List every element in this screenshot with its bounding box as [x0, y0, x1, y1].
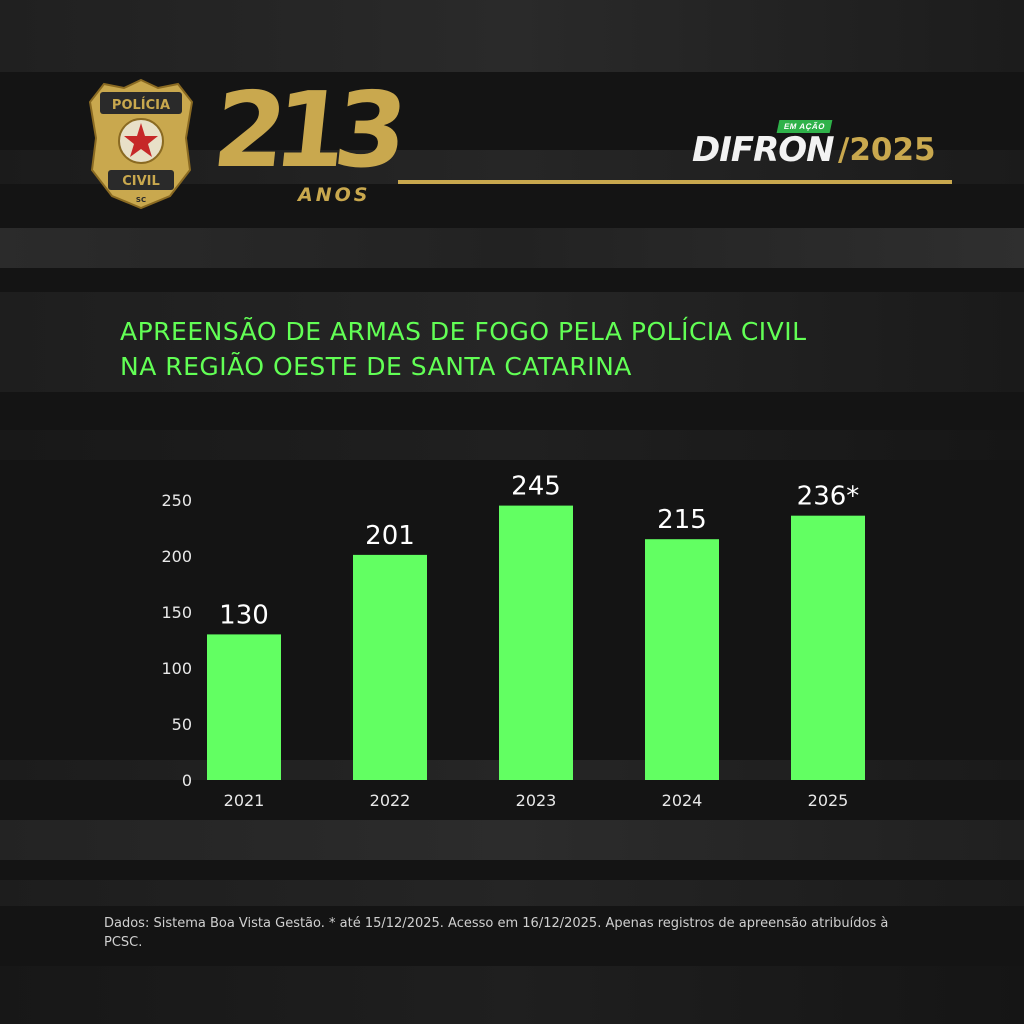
- data-label: 245: [511, 472, 561, 502]
- badge-state: SC: [136, 196, 146, 204]
- y-tick-label: 100: [161, 659, 192, 678]
- anniversary-number: 213: [207, 69, 402, 191]
- chart-title-line-1: APREENSÃO DE ARMAS DE FOGO PELA POLÍCIA …: [120, 317, 807, 346]
- bar: [207, 634, 281, 780]
- data-label: 236*: [797, 482, 860, 512]
- data-label: 130: [219, 600, 269, 630]
- x-tick-label: 2023: [516, 791, 557, 810]
- y-tick-label: 250: [161, 491, 192, 510]
- data-label: 201: [365, 521, 415, 551]
- chart-title-line-2: NA REGIÃO OESTE DE SANTA CATARINA: [120, 352, 632, 381]
- bar: [353, 554, 427, 780]
- bar-chart: 0 50 100 150 200 250 130 2021 201 2022 245 2023 215 2…: [161, 472, 865, 810]
- anniversary-label: ANOS: [298, 184, 371, 206]
- difron-brand: EM AÇÃO DIFRON /2025: [690, 118, 952, 170]
- bar: [645, 539, 719, 780]
- y-tick-label: 0: [182, 771, 192, 790]
- y-tick-label: 50: [172, 715, 192, 734]
- y-tick-label: 150: [161, 603, 192, 622]
- x-tick-label: 2025: [808, 791, 849, 810]
- x-tick-label: 2022: [370, 791, 411, 810]
- data-label: 215: [657, 505, 707, 535]
- brand-year: /2025: [838, 132, 936, 168]
- x-tick-label: 2024: [662, 791, 703, 810]
- brand-name: DIFRON: [692, 130, 835, 170]
- badge-text-bottom: CIVIL: [122, 174, 160, 189]
- x-tick-label: 2021: [224, 791, 265, 810]
- chart-title: APREENSÃO DE ARMAS DE FOGO PELA POLÍCIA …: [120, 314, 940, 384]
- badge-text-top: POLÍCIA: [112, 97, 170, 113]
- police-badge-logo: POLÍCIA CIVIL SC: [88, 78, 194, 210]
- bar: [791, 515, 865, 780]
- gold-divider: [398, 180, 952, 184]
- footnote: Dados: Sistema Boa Vista Gestão. * até 1…: [104, 916, 889, 950]
- y-tick-label: 200: [161, 547, 192, 566]
- bar: [499, 505, 573, 780]
